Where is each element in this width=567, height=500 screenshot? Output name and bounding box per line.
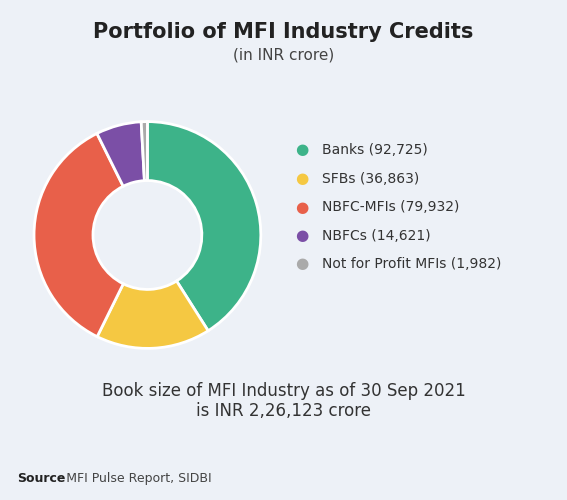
Text: Banks (92,725): Banks (92,725) (322, 143, 428, 157)
Text: ●: ● (295, 256, 308, 272)
Text: Portfolio of MFI Industry Credits: Portfolio of MFI Industry Credits (94, 22, 473, 42)
Text: NBFC-MFIs (79,932): NBFC-MFIs (79,932) (322, 200, 459, 214)
Text: Source: Source (17, 472, 65, 485)
Text: ●: ● (295, 200, 308, 214)
Text: ●: ● (295, 171, 308, 186)
Wedge shape (34, 134, 123, 336)
Text: ●: ● (295, 142, 308, 158)
Text: ●: ● (295, 228, 308, 243)
Text: Book size of MFI Industry as of 30 Sep 2021: Book size of MFI Industry as of 30 Sep 2… (101, 382, 466, 400)
Text: SFBs (36,863): SFBs (36,863) (322, 172, 420, 185)
Text: NBFCs (14,621): NBFCs (14,621) (322, 228, 431, 242)
Text: : MFI Pulse Report, SIDBI: : MFI Pulse Report, SIDBI (58, 472, 212, 485)
Text: (in INR crore): (in INR crore) (233, 48, 334, 62)
Wedge shape (147, 122, 261, 331)
Wedge shape (97, 281, 208, 348)
Wedge shape (141, 122, 147, 180)
Text: Not for Profit MFIs (1,982): Not for Profit MFIs (1,982) (322, 257, 501, 271)
Text: is INR 2,26,123 crore: is INR 2,26,123 crore (196, 402, 371, 420)
Wedge shape (97, 122, 145, 186)
